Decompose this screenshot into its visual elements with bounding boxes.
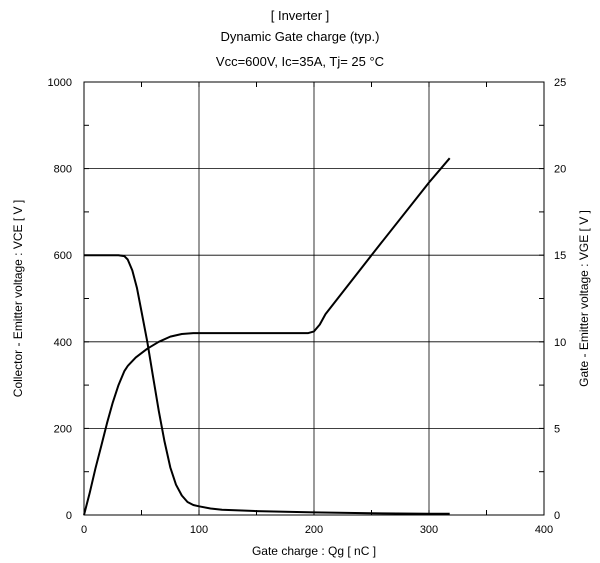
y2-tick-label: 25 (554, 77, 566, 89)
y2-tick-label: 15 (554, 250, 566, 262)
y-tick-label: 1000 (48, 77, 72, 89)
x-tick-label: 300 (420, 524, 438, 536)
y2-axis-label: Gate - Emitter voltage : VGE [ V ] (577, 210, 591, 387)
x-tick-label: 0 (81, 524, 87, 536)
x-tick-label: 200 (305, 524, 323, 536)
y2-tick-label: 5 (554, 423, 560, 435)
y2-tick-label: 20 (554, 164, 566, 176)
y-tick-label: 0 (66, 510, 72, 522)
chart-title-line-3: Vcc=600V, Ic=35A, Tj= 25 °C (215, 54, 385, 69)
y-tick-label: 400 (54, 337, 72, 349)
chart-title-line-1: [ Inverter ] (270, 8, 330, 23)
y2-tick-label: 10 (554, 337, 566, 349)
y-tick-label: 600 (54, 250, 72, 262)
y-tick-label: 800 (54, 164, 72, 176)
x-tick-label: 100 (190, 524, 208, 536)
chart-title-line-2: Dynamic Gate charge (typ.) (220, 29, 380, 44)
x-tick-label: 400 (535, 524, 553, 536)
y-axis-label: Collector - Emitter voltage : VCE [ V ] (11, 200, 25, 397)
vce-series-line (84, 254, 450, 515)
y2-tick-label: 0 (554, 510, 560, 522)
y-tick-label: 200 (54, 423, 72, 435)
x-axis-label: Gate charge : Qg [ nC ] (252, 544, 376, 558)
vge-series-line (83, 157, 451, 516)
